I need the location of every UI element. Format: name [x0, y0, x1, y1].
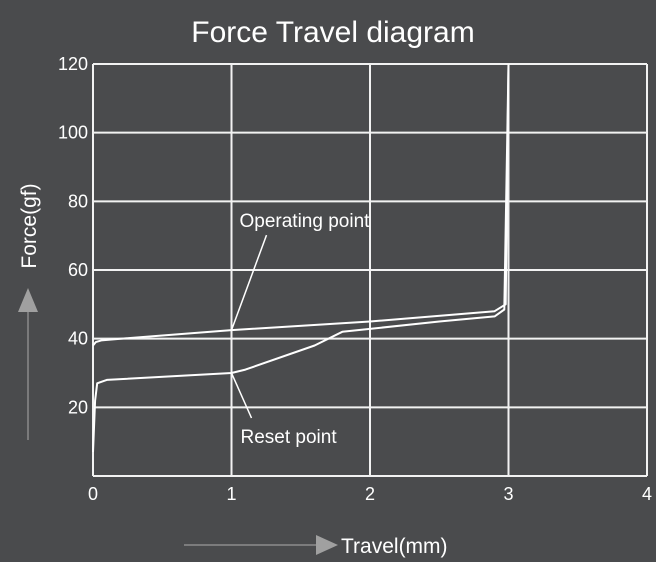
x-tick-label: 2 [365, 484, 375, 504]
series-line-release [92, 63, 510, 453]
tick-labels: 0 1 2 3 4 20 40 60 80 100 120 [58, 54, 652, 504]
chart-title: Force Travel diagram [191, 16, 474, 49]
annotation-leader [230, 234, 268, 331]
y-tick-label: 60 [68, 260, 88, 280]
y-axis-arrow-head [18, 288, 38, 312]
x-tick-label: 3 [503, 484, 513, 504]
x-tick-label: 1 [226, 484, 236, 504]
y-axis-label: Force(gf) [18, 183, 41, 268]
y-tick-label: 80 [68, 191, 88, 211]
y-tick-label: 40 [68, 329, 88, 349]
y-tick-label: 20 [68, 397, 88, 417]
y-tick-label: 120 [58, 54, 88, 74]
series-layer [92, 63, 510, 453]
x-tick-label: 4 [642, 484, 652, 504]
annotation-label: Reset point [241, 427, 338, 448]
x-axis-label: Travel(mm) [341, 535, 448, 558]
annotation-layer: Operating point Reset point [230, 211, 371, 448]
grid-layer [92, 63, 648, 477]
annotation-label: Operating point [240, 211, 371, 232]
series-line-press [92, 63, 510, 347]
x-axis-arrow-head [316, 535, 338, 555]
annotation-leader [230, 372, 253, 419]
x-tick-label: 0 [88, 484, 98, 504]
y-tick-label: 100 [58, 123, 88, 143]
